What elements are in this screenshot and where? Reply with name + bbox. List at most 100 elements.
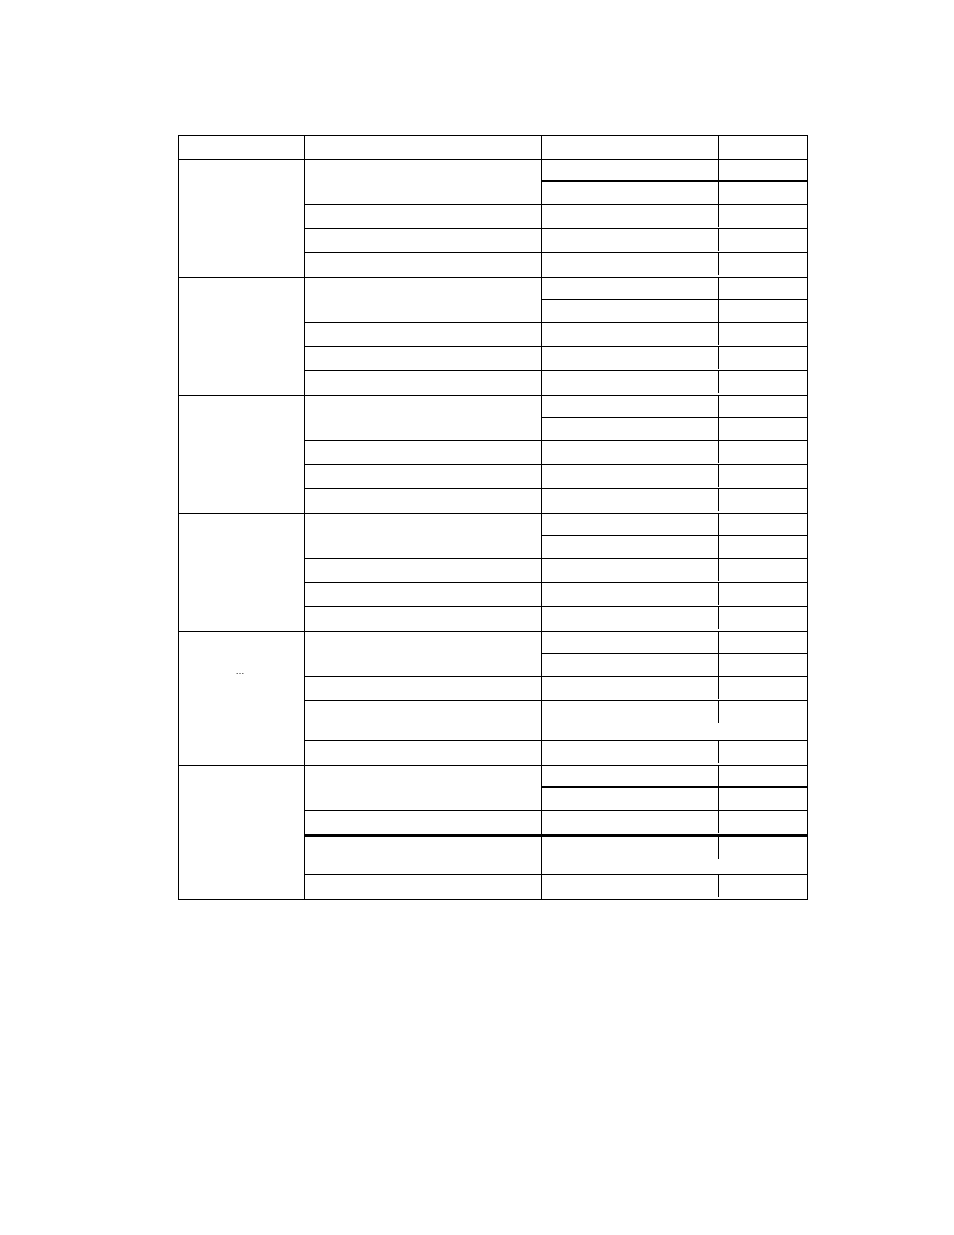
value-cell-a [542,441,719,463]
value-cell-b [719,396,807,417]
value-cell-b [719,677,807,699]
table-sub-row [305,371,807,395]
sub-label-cell [305,514,542,558]
value-cell-a [542,465,719,487]
value-cell-a [542,837,719,859]
value-row [542,396,807,418]
value-cell-b [719,583,807,605]
sub-label-cell [305,559,542,582]
value-row [542,677,807,699]
sub-label-cell [305,465,542,488]
group-label-cell [179,160,305,277]
value-row [542,489,807,511]
value-cell-b [719,489,807,511]
value-row [542,229,807,251]
value-row [542,837,807,859]
value-row [542,701,807,723]
group-label-cell [179,514,305,631]
value-row [542,741,807,763]
sub-label-cell [305,323,542,346]
sub-label-cell [305,701,542,740]
value-cell-b [719,441,807,463]
table-sub-row [305,347,807,371]
value-row [542,278,807,300]
value-row [542,205,807,227]
value-cell-b [719,253,807,275]
value-cell-b [719,323,807,345]
value-row [542,441,807,463]
table-group-row [179,396,807,514]
table-sub-row [305,253,807,277]
value-cell-b [719,278,807,299]
value-cell-a [542,811,719,833]
table-sub-row [305,465,807,489]
group-label-cell [179,278,305,395]
value-row [542,766,807,788]
table-sub-row [305,583,807,607]
table-sub-row [305,489,807,513]
value-row [542,253,807,275]
value-cell-a [542,323,719,345]
value-cell-a [542,253,719,275]
table-header-row [179,136,807,160]
data-table: … [178,135,808,900]
value-cell-a [542,536,719,558]
group-label-cell [179,766,305,899]
value-cell-a [542,559,719,581]
value-cell-b [719,229,807,251]
value-cell-a [542,371,719,393]
table-sub-row [305,205,807,229]
sub-label-cell [305,441,542,464]
sub-label-cell [305,205,542,228]
table-group-row [179,514,807,632]
table-sub-row [305,441,807,465]
value-cell-a [542,347,719,369]
value-cell-b [719,654,807,676]
sub-label-cell [305,632,542,676]
table-sub-row [305,514,807,559]
value-row [542,788,807,810]
value-row [542,583,807,605]
value-row [542,160,807,182]
value-row [542,371,807,393]
value-row [542,875,807,897]
value-row [542,323,807,345]
value-cell-a [542,788,719,810]
value-cell-b [719,632,807,653]
value-row [542,347,807,369]
value-cell-a [542,875,719,897]
page: … [0,0,954,1235]
table-sub-row [305,835,807,875]
sub-label-cell [305,811,542,834]
value-cell-a [542,677,719,699]
value-cell-a [542,229,719,251]
table-group-row [179,278,807,396]
table-group-row [179,766,807,900]
value-cell-a [542,583,719,605]
sub-label-cell [305,371,542,395]
sub-label-cell [305,278,542,322]
value-cell-b [719,701,807,723]
value-cell-b [719,160,807,180]
value-cell-b [719,418,807,440]
value-cell-b [719,514,807,535]
sub-label-cell [305,766,542,810]
table-sub-row [305,160,807,205]
table-sub-row [305,229,807,253]
value-row [542,559,807,581]
value-cell-a [542,607,719,629]
value-cell-a [542,205,719,227]
value-row [542,300,807,322]
table-sub-row [305,875,807,899]
value-cell-b [719,465,807,487]
value-row [542,607,807,629]
value-row [542,654,807,676]
sub-label-cell [305,160,542,204]
sub-label-cell [305,583,542,606]
value-cell-a [542,514,719,535]
table-sub-row [305,559,807,583]
value-row [542,811,807,833]
value-cell-a [542,418,719,440]
value-cell-b [719,607,807,629]
group-label-cell [179,396,305,513]
